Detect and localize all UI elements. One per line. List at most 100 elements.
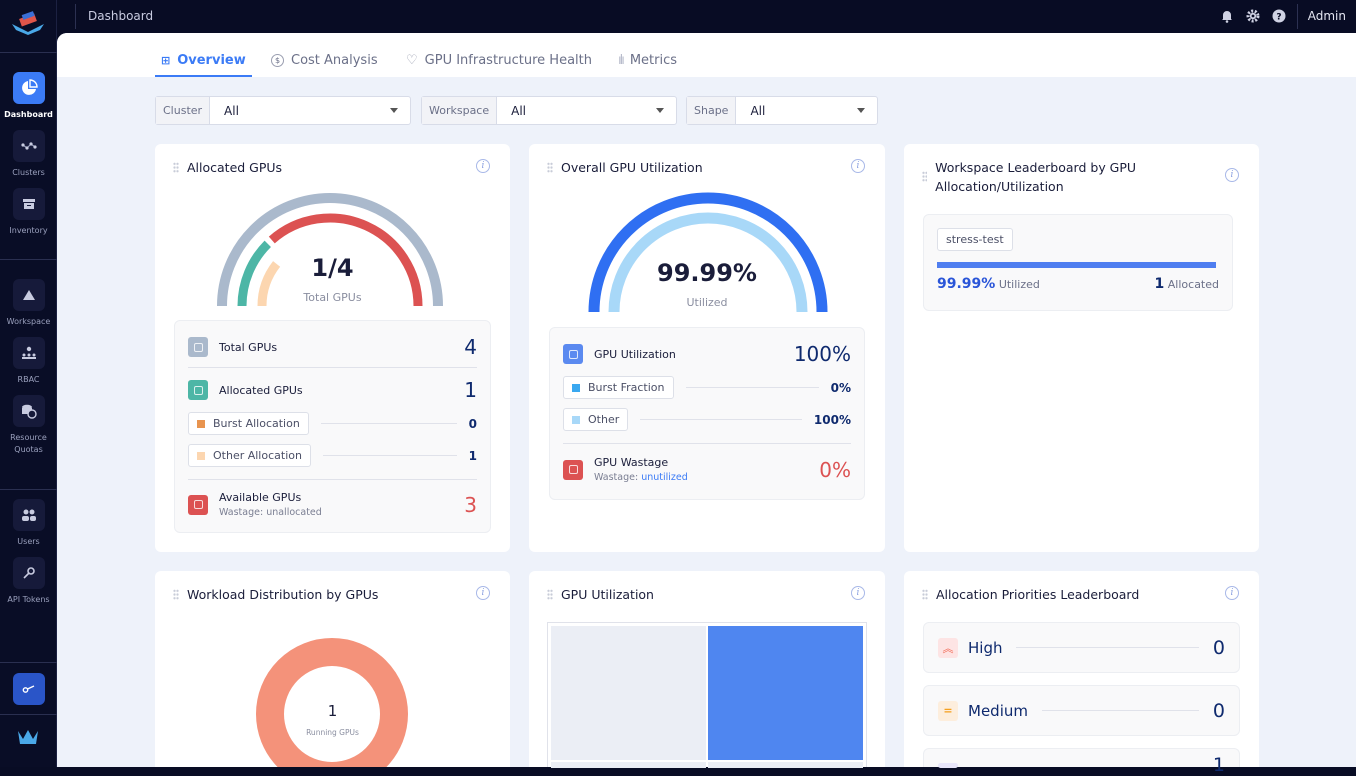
priority-value: 0 [1212, 636, 1225, 659]
gauge-available-arc [268, 213, 423, 307]
workload-distribution-card: Workload Distribution by GPUs i 1 Runnin… [155, 571, 510, 767]
chevron-down-icon [656, 108, 664, 113]
heart-icon: ♡ [406, 52, 418, 68]
app-logo[interactable] [10, 10, 46, 36]
sidebar-item-workspace[interactable]: Workspace [0, 279, 57, 328]
sidebar-item-api-tokens[interactable]: API Tokens [0, 557, 57, 606]
gear-icon[interactable] [1246, 9, 1260, 23]
sidebar-item-clusters[interactable]: Clusters [0, 130, 57, 179]
priority-value: 0 [1212, 699, 1225, 722]
gpu-chip-icon [188, 494, 208, 515]
tab-overview[interactable]: ⊞ Overview [155, 45, 252, 77]
sidebar-item-inventory[interactable]: Inventory [0, 188, 57, 237]
filter-label: Shape [687, 97, 737, 124]
sidebar-item-label: Clusters [12, 168, 45, 177]
tab-metrics[interactable]: ılı Metrics [618, 45, 677, 75]
info-icon[interactable]: i [476, 159, 490, 173]
dollar-icon: $ [271, 53, 284, 67]
card-title: Allocated GPUs [187, 160, 283, 175]
drag-handle-icon[interactable] [922, 171, 928, 182]
donut-slice[interactable] [256, 638, 408, 767]
info-icon[interactable]: i [476, 586, 490, 600]
workload-donut-chart [256, 638, 408, 767]
drag-handle-icon[interactable] [173, 589, 179, 600]
drag-handle-icon[interactable] [547, 162, 553, 173]
total-gpus-value: 4 [464, 335, 477, 359]
priority-row-medium[interactable]: = Medium 0 [923, 685, 1240, 736]
sidebar-item-dashboard[interactable]: Dashboard [0, 72, 57, 121]
card-title: Workload Distribution by GPUs [187, 587, 379, 602]
tab-bar: ⊞ Overview $ Cost Analysis ♡ GPU Infrastruc… [57, 33, 1356, 77]
user-menu[interactable]: Admin [1307, 9, 1346, 23]
svg-text:?: ? [1276, 13, 1281, 23]
utilization-gauge [588, 192, 828, 313]
info-icon[interactable]: i [1225, 586, 1239, 600]
filter-value: All [511, 103, 527, 118]
card-title: GPU Utilization [561, 587, 654, 602]
priority-row-high[interactable]: ︽ High 0 [923, 622, 1240, 673]
topbar-divider [75, 4, 76, 29]
filter-value: All [224, 103, 239, 118]
sidebar-divider [0, 662, 57, 663]
key-icon [22, 685, 34, 693]
key-icon [22, 567, 35, 579]
donut-center-label: Running GPUs [306, 728, 359, 737]
info-icon[interactable]: i [1225, 168, 1239, 182]
gauge-label: Utilized [686, 296, 728, 309]
bar-chart-icon: ılı [618, 52, 625, 68]
gpu-chip-icon [563, 459, 583, 480]
treemap-cell[interactable] [551, 626, 706, 760]
license-key-button[interactable] [0, 673, 57, 705]
stat-label: Available GPUs [219, 491, 302, 504]
treemap-cell[interactable] [551, 762, 706, 768]
drag-handle-icon[interactable] [922, 589, 928, 600]
bell-icon[interactable] [1220, 9, 1234, 23]
gauge-other-arc [608, 212, 808, 313]
users-icon [21, 509, 36, 521]
overall-gpu-utilization-card: Overall GPU Utilization i 99.99% Utilize… [529, 144, 885, 552]
tab-cost-analysis[interactable]: $ Cost Analysis [271, 45, 378, 75]
card-title: Workspace Leaderboard by GPU Allocation/… [935, 160, 1137, 194]
main-content: ⊞ Overview $ Cost Analysis ♡ GPU Infrastruc… [57, 33, 1356, 776]
workspace-name-tag: stress-test [937, 228, 1013, 251]
priority-label: High [968, 638, 1003, 657]
sidebar-item-label: API Tokens [7, 595, 50, 604]
drag-handle-icon[interactable] [547, 589, 553, 600]
sidebar-item-label: RBAC [17, 375, 40, 384]
help-icon[interactable]: ? [1272, 9, 1286, 23]
stat-label: GPU Utilization [594, 347, 676, 361]
unutilized-link[interactable]: unutilized [641, 472, 688, 483]
sidebar-item-label: Users [17, 537, 40, 546]
drag-handle-icon[interactable] [173, 162, 179, 173]
gauge-other-arc [257, 261, 281, 307]
page-title: Dashboard [88, 9, 154, 23]
priority-value: 1 [1212, 754, 1225, 776]
sidebar: Dashboard Clusters Inventory Workspace R… [0, 0, 57, 767]
gpu-utilization-card: GPU Utilization i [529, 571, 885, 768]
workspace-filter[interactable]: Workspace All [421, 96, 677, 125]
sidebar-item-users[interactable]: Users [0, 499, 57, 548]
burst-allocation-value: 0 [468, 416, 477, 431]
sidebar-item-label: Inventory [9, 226, 48, 235]
allocated-stat: 1 Allocated [1154, 276, 1219, 292]
gauge-value: 99.99% [657, 259, 757, 287]
crown-logo-icon [18, 730, 38, 744]
stat-label: Allocated GPUs [219, 383, 303, 397]
treemap-cell[interactable] [708, 626, 863, 760]
info-icon[interactable]: i [851, 159, 865, 173]
info-icon[interactable]: i [851, 586, 865, 600]
chevron-double-up-icon: ︽ [938, 637, 958, 658]
leaderboard-entry[interactable]: stress-test 99.99% Utilized 1 Allocated [923, 214, 1233, 311]
gauge-label: Total GPUs [303, 291, 362, 304]
sidebar-item-resource-quotas[interactable]: Resource Quotas [0, 395, 57, 456]
sidebar-item-rbac[interactable]: RBAC [0, 337, 57, 386]
cluster-filter[interactable]: Cluster All [155, 96, 411, 125]
allocation-gauge [217, 193, 443, 307]
tab-gpu-infrastructure-health[interactable]: ♡ GPU Infrastructure Health [406, 45, 592, 75]
treemap-cell[interactable] [708, 762, 863, 768]
legend-other: Other [563, 408, 629, 431]
gauge-total-arc [217, 193, 443, 307]
archive-icon [22, 199, 35, 209]
shape-filter[interactable]: Shape All [686, 96, 878, 125]
priority-row-low[interactable]: 1 [923, 748, 1240, 776]
